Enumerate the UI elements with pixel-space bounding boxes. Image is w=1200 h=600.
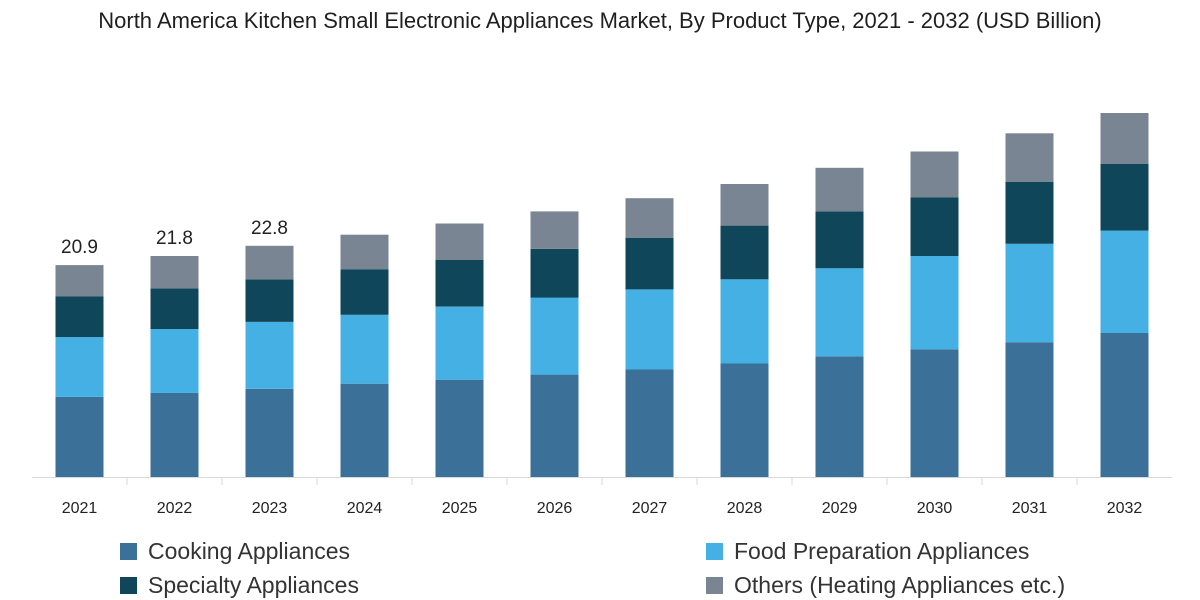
x-tick-label-2030: 2030 (917, 500, 953, 517)
x-tick-label-2028: 2028 (727, 500, 763, 517)
bar-food-preparation-appliances-2023 (245, 321, 294, 389)
bar-cooking-appliances-2028 (720, 363, 769, 477)
bar-specialty-appliances-2021 (55, 296, 104, 338)
bar-food-preparation-appliances-2029 (815, 268, 864, 357)
bar-cooking-appliances-2029 (815, 356, 864, 477)
data-label-2022: 21.8 (156, 228, 193, 249)
bar-cooking-appliances-2023 (245, 388, 294, 477)
bar-food-preparation-appliances-2032 (1100, 230, 1149, 333)
bar-others-heating-appliances-etc-2025 (435, 223, 484, 260)
bar-food-preparation-appliances-2031 (1005, 243, 1054, 343)
legend-label-cooking-appliances: Cooking Appliances (148, 538, 351, 564)
data-label-2023: 22.8 (251, 218, 288, 239)
legend-swatch-specialty-appliances (120, 577, 137, 594)
legend-swatch-food-preparation-appliances (706, 543, 723, 560)
bar-specialty-appliances-2031 (1005, 182, 1054, 244)
legend-item-specialty-appliances: Specialty Appliances (120, 572, 359, 599)
bar-others-heating-appliances-etc-2027 (625, 198, 674, 238)
bar-cooking-appliances-2022 (150, 392, 199, 477)
legend-item-cooking-appliances: Cooking Appliances (120, 538, 350, 565)
bar-others-heating-appliances-etc-2024 (340, 234, 389, 270)
legend-item-food-preparation-appliances: Food Preparation Appliances (706, 538, 1029, 565)
bar-specialty-appliances-2023 (245, 279, 294, 322)
x-tick-label-2023: 2023 (252, 500, 288, 517)
bar-cooking-appliances-2027 (625, 369, 674, 477)
x-tick-label-2029: 2029 (822, 500, 858, 517)
bar-specialty-appliances-2022 (150, 288, 199, 329)
x-tick-label-2024: 2024 (347, 500, 383, 517)
bar-specialty-appliances-2027 (625, 237, 674, 290)
bar-cooking-appliances-2030 (910, 349, 959, 478)
legend-label-specialty-appliances: Specialty Appliances (148, 572, 359, 598)
legend-label-others: Others (Heating Appliances etc.) (734, 572, 1066, 598)
legend-swatch-cooking-appliances (120, 543, 137, 560)
bar-others-heating-appliances-etc-2022 (150, 256, 199, 289)
bar-cooking-appliances-2026 (530, 374, 579, 477)
bar-others-heating-appliances-etc-2023 (245, 245, 294, 280)
bar-cooking-appliances-2032 (1100, 333, 1149, 477)
bar-cooking-appliances-2025 (435, 379, 484, 477)
chart-legend: Cooking Appliances Food Preparation Appl… (120, 538, 1120, 600)
x-tick-label-2031: 2031 (1012, 500, 1048, 517)
bar-food-preparation-appliances-2030 (910, 256, 959, 350)
x-tick-label-2032: 2032 (1107, 500, 1143, 517)
x-tick-label-2021: 2021 (62, 500, 98, 517)
legend-label-food-preparation-appliances: Food Preparation Appliances (734, 538, 1030, 564)
x-tick-label-2025: 2025 (442, 500, 478, 517)
bar-cooking-appliances-2024 (340, 383, 389, 477)
bar-specialty-appliances-2024 (340, 269, 389, 315)
bar-food-preparation-appliances-2022 (150, 329, 199, 393)
bar-others-heating-appliances-etc-2031 (1005, 133, 1054, 182)
x-tick-label-2026: 2026 (537, 500, 573, 517)
bar-others-heating-appliances-etc-2028 (720, 184, 769, 226)
x-tick-label-2022: 2022 (157, 500, 193, 517)
data-label-2021: 20.9 (61, 237, 98, 258)
stacked-bar-chart: 2021 20.9 2022 21.8 2023 22.8 2024 2025 2026 2027… (32, 113, 1172, 517)
bar-others-heating-appliances-etc-2030 (910, 151, 959, 198)
bar-specialty-appliances-2026 (530, 248, 579, 298)
legend-item-others: Others (Heating Appliances etc.) (706, 572, 1065, 599)
bar-others-heating-appliances-etc-2021 (55, 265, 104, 297)
bar-specialty-appliances-2028 (720, 225, 769, 280)
bar-food-preparation-appliances-2027 (625, 289, 674, 370)
bar-food-preparation-appliances-2026 (530, 297, 579, 375)
bar-others-heating-appliances-etc-2032 (1100, 113, 1149, 164)
bar-specialty-appliances-2029 (815, 211, 864, 269)
bar-food-preparation-appliances-2021 (55, 337, 104, 397)
bar-specialty-appliances-2030 (910, 197, 959, 256)
bar-food-preparation-appliances-2025 (435, 306, 484, 380)
bar-specialty-appliances-2025 (435, 260, 484, 307)
bar-others-heating-appliances-etc-2029 (815, 167, 864, 212)
bar-specialty-appliances-2032 (1100, 163, 1149, 231)
bar-food-preparation-appliances-2028 (720, 279, 769, 364)
bar-others-heating-appliances-etc-2026 (530, 211, 579, 249)
bar-cooking-appliances-2021 (55, 396, 104, 477)
chart-title: North America Kitchen Small Electronic A… (98, 8, 1102, 33)
legend-swatch-others (706, 577, 723, 594)
bar-food-preparation-appliances-2024 (340, 314, 389, 384)
x-tick-label-2027: 2027 (632, 500, 668, 517)
bar-cooking-appliances-2031 (1005, 342, 1054, 477)
